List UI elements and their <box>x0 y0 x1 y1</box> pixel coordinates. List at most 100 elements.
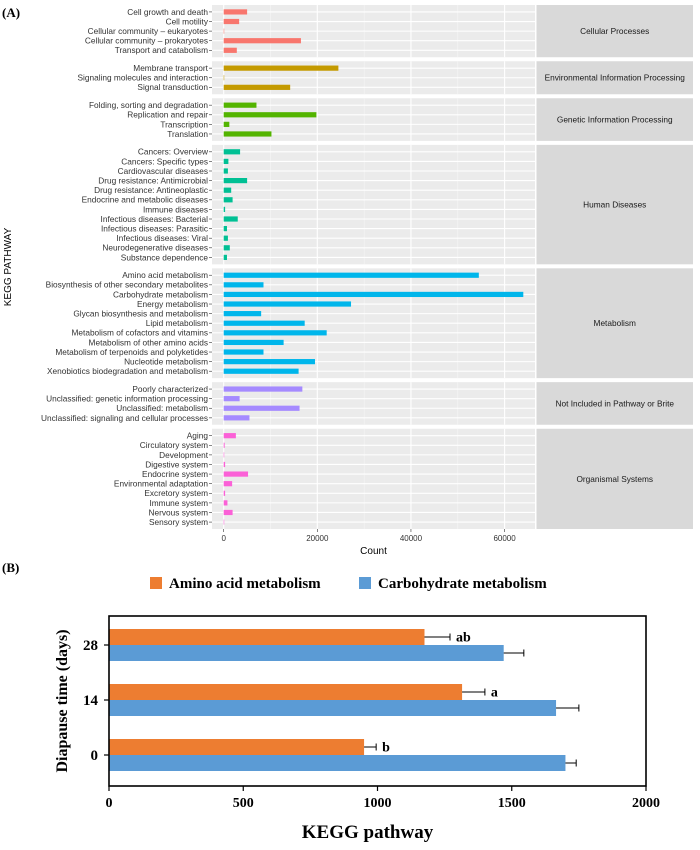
y-tick-label: Transport and catabolism <box>115 45 208 55</box>
y-tick-label: Circulatory system <box>140 440 208 450</box>
y-tick-label: Cancers: Specific types <box>121 156 208 166</box>
bar-cancers-specific-types <box>223 158 229 164</box>
x-tick-label: 2000 <box>632 796 660 811</box>
y-tick-label: Environmental adaptation <box>114 479 208 489</box>
y-tick-label: Metabolism of cofactors and vitamins <box>72 328 209 338</box>
facet-strip <box>536 5 693 58</box>
y-tick-label: Carbohydrate metabolism <box>113 289 208 299</box>
y-tick-label: Translation <box>167 129 208 139</box>
bar-nucleotide-metabolism <box>223 359 315 365</box>
bar-translation <box>223 131 272 137</box>
y-tick-label: Poorly characterized <box>132 384 208 394</box>
y-tick-label: Aging <box>187 431 209 441</box>
bar-cellular-community-eukaryotes <box>223 28 225 34</box>
bar-energy-metabolism <box>223 301 352 307</box>
y-tick-label: Immune system <box>149 498 208 508</box>
y-tick-label: Cell growth and death <box>127 7 208 17</box>
y-tick-label: Excretory system <box>144 488 208 498</box>
facet-strip-label: Metabolism <box>594 318 637 328</box>
legend-swatch <box>150 577 162 589</box>
bar-digestive-system <box>223 461 226 468</box>
bar-nervous-system <box>223 509 233 516</box>
bar-infectious-diseases-parasitic <box>223 226 227 232</box>
y-tick-label: Cancers: Overview <box>138 147 209 157</box>
y-tick-label: 28 <box>83 638 98 654</box>
x-tick-label: 1000 <box>364 796 392 811</box>
y-tick-label: Cellular community – eukaryotes <box>88 26 208 36</box>
significance-label: a <box>491 686 498 701</box>
bar-metabolism-of-cofactors-and-vitamins <box>223 330 327 336</box>
facet-strip-label: Organismal Systems <box>576 474 653 484</box>
y-tick-label: Xenobiotics biodegradation and metabolis… <box>47 366 208 376</box>
bar-amino-acid-metabolism <box>223 272 479 278</box>
bar-unclassified-signaling-and-cellular-processes <box>223 415 250 421</box>
bar-immune-system <box>223 500 228 506</box>
bar-amino-acid-metabolism-28 <box>109 629 425 645</box>
bar-carbohydrate-metabolism-14 <box>109 700 557 716</box>
y-tick-label: Infectious diseases: Parasitic <box>101 224 208 234</box>
y-tick-label: Cellular community – prokaryotes <box>85 36 208 46</box>
y-tick-label: Unclassified: signaling and cellular pro… <box>41 413 208 423</box>
facet-strip-label: Genetic Information Processing <box>557 115 673 125</box>
bar-cell-growth-and-death <box>223 9 248 15</box>
bar-aging <box>223 433 236 439</box>
y-tick-label: Sensory system <box>149 517 208 527</box>
y-tick-label: Infectious diseases: Viral <box>116 233 208 243</box>
facet-strip <box>536 61 693 95</box>
bar-transport-and-catabolism <box>223 47 237 53</box>
bar-infectious-diseases-viral <box>223 235 228 241</box>
y-tick-label: Unclassified: metabolism <box>116 403 208 413</box>
bar-infectious-diseases-bacterial <box>223 216 238 222</box>
bar-neurodegenerative-diseases <box>223 245 230 251</box>
facet-strip <box>536 98 693 141</box>
bar-development <box>223 452 225 458</box>
bar-glycan-biosynthesis-and-metabolism <box>223 311 262 317</box>
bar-folding-sorting-and-degradation <box>223 102 257 108</box>
bar-xenobiotics-biodegradation-and-metabolism <box>223 368 299 374</box>
y-tick-label: Drug resistance: Antineoplastic <box>94 185 208 195</box>
bar-membrane-transport <box>223 65 339 71</box>
x-axis-title: Count <box>360 546 387 557</box>
legend-swatch <box>359 577 371 589</box>
facet-strip-label: Not Included in Pathway or Brite <box>555 398 674 408</box>
y-tick-label: Lipid metabolism <box>146 318 208 328</box>
bar-cardiovascular-diseases <box>223 168 228 174</box>
y-axis-title: Diapause time (days) <box>54 629 71 772</box>
legend-item-amino-acid-metabolism: Amino acid metabolism <box>150 576 321 592</box>
y-tick-label: 0 <box>91 748 99 764</box>
x-tick-label: 40000 <box>400 534 423 543</box>
facet-panel-background <box>212 144 535 265</box>
y-tick-label: Neurodegenerative diseases <box>102 243 208 253</box>
x-tick-label: 0 <box>106 796 113 811</box>
y-tick-label: Cardiovascular diseases <box>118 166 208 176</box>
bar-drug-resistance-antineoplastic <box>223 187 232 193</box>
x-tick-label: 500 <box>233 796 254 811</box>
y-tick-label: Cell motility <box>166 16 209 26</box>
significance-label: ab <box>456 631 471 646</box>
bar-amino-acid-metabolism-0 <box>109 739 365 755</box>
facet-strip-label: Cellular Processes <box>580 26 649 36</box>
bar-signaling-molecules-and-interaction <box>223 75 225 81</box>
bar-carbohydrate-metabolism <box>223 291 524 298</box>
bar-cellular-community-prokaryotes <box>223 38 301 44</box>
facet-strip <box>536 268 693 379</box>
y-tick-label: Infectious diseases: Bacterial <box>101 214 209 224</box>
bar-endocrine-system <box>223 471 249 477</box>
significance-label: b <box>382 741 390 756</box>
bar-replication-and-repair <box>223 112 317 118</box>
x-axis-title: KEGG pathway <box>302 822 434 843</box>
bar-lipid-metabolism <box>223 320 305 326</box>
x-tick-label: 0 <box>221 534 226 543</box>
x-tick-label: 1500 <box>498 796 526 811</box>
legend-label: Amino acid metabolism <box>169 576 321 592</box>
y-tick-label: Endocrine and metabolic diseases <box>82 195 208 205</box>
bar-cell-motility <box>223 18 240 25</box>
legend-item-carbohydrate-metabolism: Carbohydrate metabolism <box>359 576 547 592</box>
bar-carbohydrate-metabolism-28 <box>109 645 504 661</box>
